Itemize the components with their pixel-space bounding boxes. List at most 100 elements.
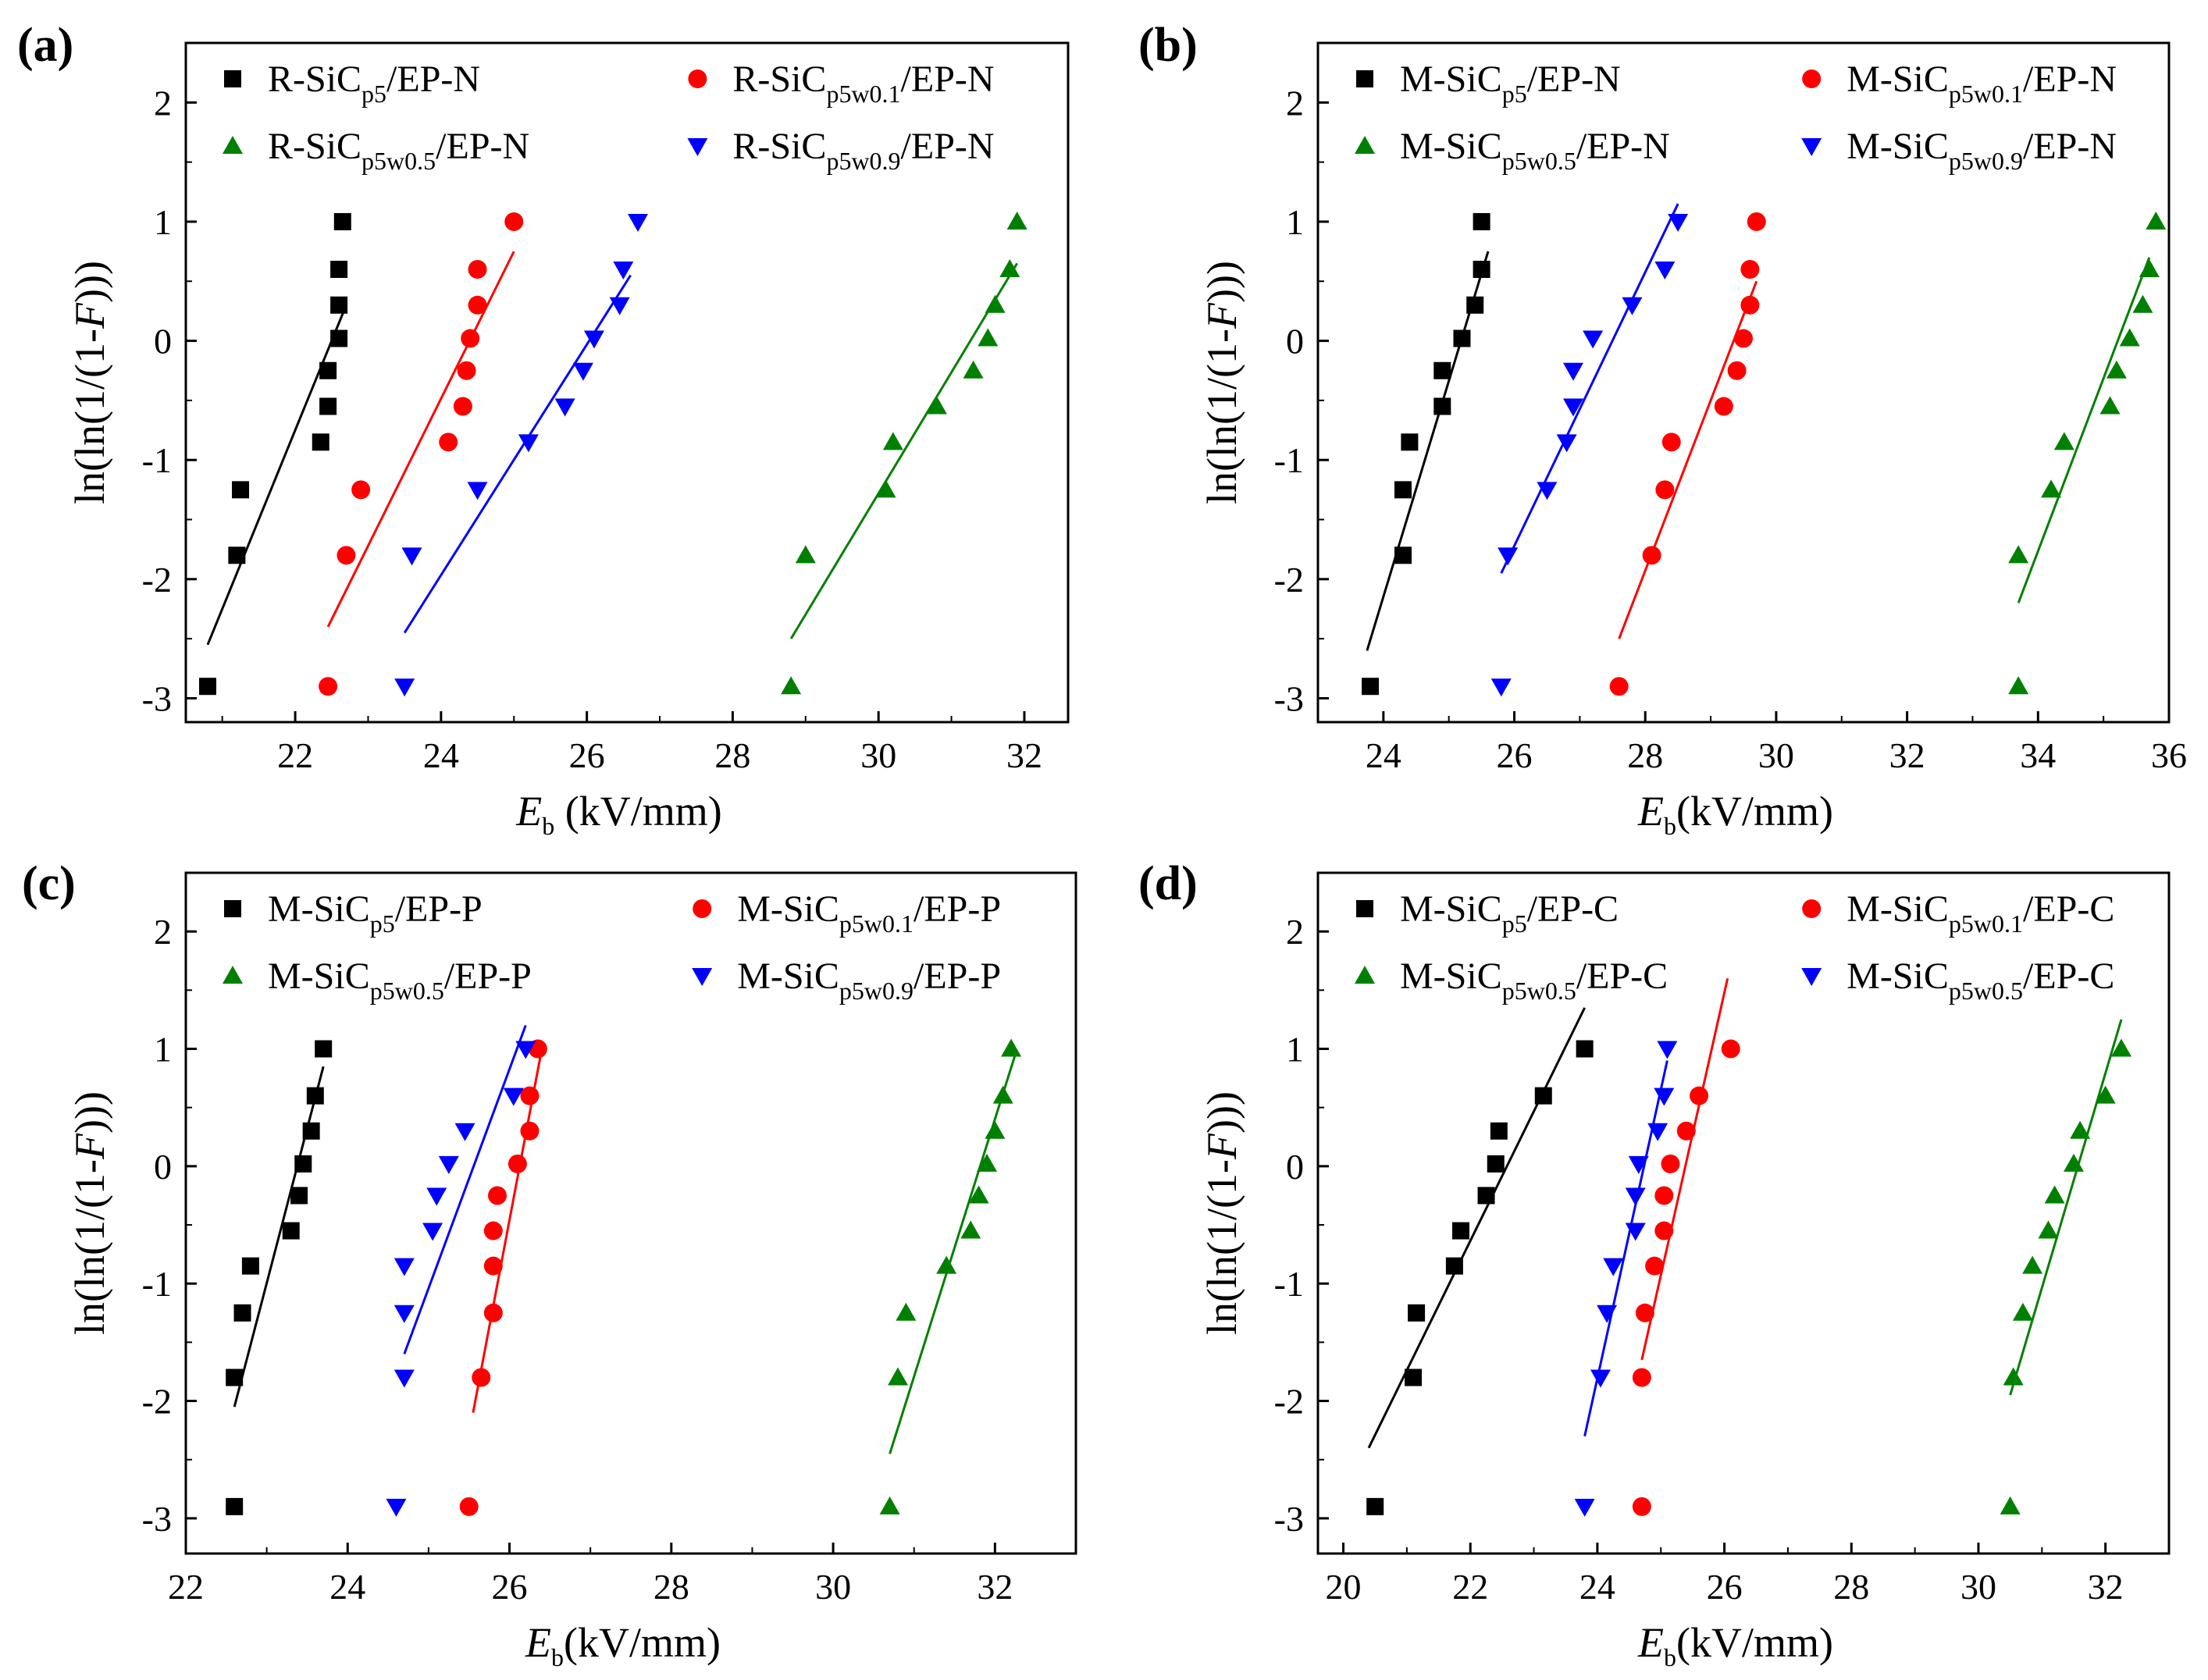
data-point-triangle-down bbox=[1668, 213, 1689, 232]
y-axis-title-suffix: ))) bbox=[66, 261, 113, 303]
y-axis-title-prefix: ln(ln(1/(1- bbox=[66, 1159, 113, 1335]
data-point-triangle-down bbox=[609, 297, 630, 315]
x-axis-title-variable: E bbox=[1637, 1619, 1664, 1666]
legend-label-main: R-SiC bbox=[268, 59, 361, 100]
x-axis-title-unit: (kV/mm) bbox=[1676, 1619, 1833, 1666]
data-point-circle bbox=[461, 329, 480, 348]
panel-a: (a) 22 24 26 28 30 32 -3 -2 -1 0 1 2 Eb (kV/mm) ln(ln(… bbox=[17, 19, 1070, 840]
legend: R-SiCp5/EP-N R-SiCp5w0.1/EP-NR-SiCp5w0.5/… bbox=[223, 59, 995, 175]
fit-line bbox=[206, 304, 347, 646]
y-tick-label: -3 bbox=[1274, 1499, 1304, 1539]
data-point-triangle-down bbox=[438, 1155, 459, 1174]
data-point-triangle-down bbox=[1490, 678, 1512, 697]
x-tick-label: 20 bbox=[1326, 1567, 1362, 1607]
data-point-circle bbox=[468, 260, 487, 279]
legend-label-tail: /EP-N bbox=[2023, 59, 2117, 100]
data-point-triangle-up bbox=[2000, 1496, 2021, 1514]
data-point-triangle-up bbox=[963, 360, 984, 379]
plot-frame bbox=[1316, 871, 2171, 1555]
data-point-triangle-up bbox=[960, 1220, 981, 1239]
data-point-circle bbox=[1645, 1256, 1665, 1276]
data-point-triangle-up bbox=[977, 1153, 997, 1172]
data-point-circle bbox=[1655, 480, 1675, 500]
y-tick-label: 0 bbox=[154, 322, 172, 361]
data-point-circle bbox=[457, 361, 476, 380]
data-point-triangle-up bbox=[968, 1185, 989, 1204]
data-point-square bbox=[1490, 1122, 1508, 1140]
x-tick-label: 28 bbox=[714, 735, 750, 775]
plot-frame bbox=[184, 871, 1077, 1555]
data-point-square bbox=[330, 261, 348, 278]
panel-label: (b) bbox=[1138, 19, 1198, 72]
data-point-triangle-down bbox=[1563, 398, 1583, 417]
data-point-square bbox=[233, 1304, 251, 1322]
legend-label-tail: /EP-P bbox=[913, 888, 1001, 930]
data-point-circle bbox=[472, 1368, 491, 1387]
plot-frame bbox=[184, 41, 1070, 724]
data-point-triangle-up bbox=[992, 1085, 1013, 1104]
data-point-square bbox=[1576, 1040, 1594, 1058]
x-axis-title-variable: E bbox=[515, 788, 542, 835]
data-point-circle bbox=[693, 899, 712, 918]
legend-label-tail: /EP-N bbox=[386, 59, 480, 100]
data-point-square bbox=[312, 433, 329, 451]
data-point-circle bbox=[1635, 1303, 1654, 1322]
legend-label-tail: /EP-C bbox=[1576, 956, 1668, 997]
legend-label-subscript: p5w0.1 bbox=[826, 80, 900, 108]
fit-line bbox=[2009, 1019, 2123, 1396]
data-point-triangle-up bbox=[2008, 545, 2029, 564]
data-point-square bbox=[241, 1257, 259, 1275]
data-point-triangle-down bbox=[1556, 434, 1577, 453]
y-axis-title-suffix: ))) bbox=[66, 1091, 113, 1134]
data-point-triangle-up bbox=[781, 676, 802, 695]
data-point-triangle-down bbox=[1628, 1155, 1649, 1174]
legend-label-subscript: p5w0.5 bbox=[361, 147, 436, 175]
data-point-circle bbox=[483, 1221, 503, 1240]
data-point-triangle-up bbox=[2119, 328, 2140, 347]
series-1 bbox=[199, 212, 351, 696]
legend-label: M-SiCp5/EP-N bbox=[1400, 59, 1621, 108]
x-tick-label: 32 bbox=[1889, 735, 1925, 775]
data-point-triangle-up bbox=[2041, 479, 2062, 498]
x-tick-label: 22 bbox=[168, 1567, 204, 1607]
fit-line bbox=[1640, 977, 1729, 1361]
data-point-circle bbox=[1690, 1086, 1709, 1105]
data-point-triangle-up bbox=[795, 545, 816, 564]
legend-label-tail: /EP-P bbox=[444, 956, 532, 997]
y-tick-label: -3 bbox=[142, 1499, 172, 1539]
panel-label: (a) bbox=[17, 19, 73, 72]
data-point-triangle-down bbox=[628, 213, 649, 232]
data-point-triangle-up bbox=[978, 328, 999, 347]
data-point-triangle-down bbox=[1625, 1187, 1646, 1206]
data-point-triangle-up bbox=[2063, 1153, 2084, 1172]
y-axis-title: ln(ln(1/(1-F))) bbox=[1198, 1091, 1245, 1335]
data-point-square bbox=[282, 1222, 300, 1240]
data-point-square bbox=[1453, 329, 1471, 347]
legend-label: M-SiCp5w0.9/EP-N bbox=[1847, 126, 2117, 175]
legend-label: R-SiCp5w0.1/EP-N bbox=[732, 59, 994, 108]
data-point-square bbox=[1477, 1187, 1495, 1205]
data-point-triangle-down bbox=[1654, 262, 1676, 279]
legend-label-subscript: p5 bbox=[1502, 909, 1527, 938]
series-2 bbox=[1632, 977, 1740, 1516]
legend-label: M-SiCp5/EP-P bbox=[268, 888, 483, 938]
x-axis-title-subscript: b bbox=[1664, 1643, 1676, 1671]
data-point-triangle-down bbox=[1801, 968, 1822, 986]
data-point-square bbox=[1394, 481, 1412, 499]
x-tick-label: 32 bbox=[977, 1567, 1013, 1607]
data-point-triangle-up bbox=[875, 479, 896, 498]
legend-label-subscript: p5w0.9 bbox=[839, 977, 913, 1005]
data-point-circle bbox=[1661, 1154, 1680, 1173]
fit-line bbox=[326, 251, 515, 628]
legend-label-subscript: p5w0.9 bbox=[1949, 147, 2023, 175]
y-tick-label: 0 bbox=[154, 1147, 172, 1187]
data-point-triangle-up bbox=[985, 1120, 1006, 1139]
fit-line bbox=[1500, 203, 1679, 574]
legend-label-subscript: p5w0.9 bbox=[826, 147, 900, 175]
data-point-triangle-down bbox=[572, 362, 593, 381]
fit-line bbox=[1618, 280, 1758, 639]
y-tick-label: -3 bbox=[1274, 678, 1304, 718]
data-point-circle bbox=[1727, 361, 1747, 380]
legend-label-main: R-SiC bbox=[732, 126, 826, 167]
data-point-circle bbox=[1734, 329, 1753, 348]
